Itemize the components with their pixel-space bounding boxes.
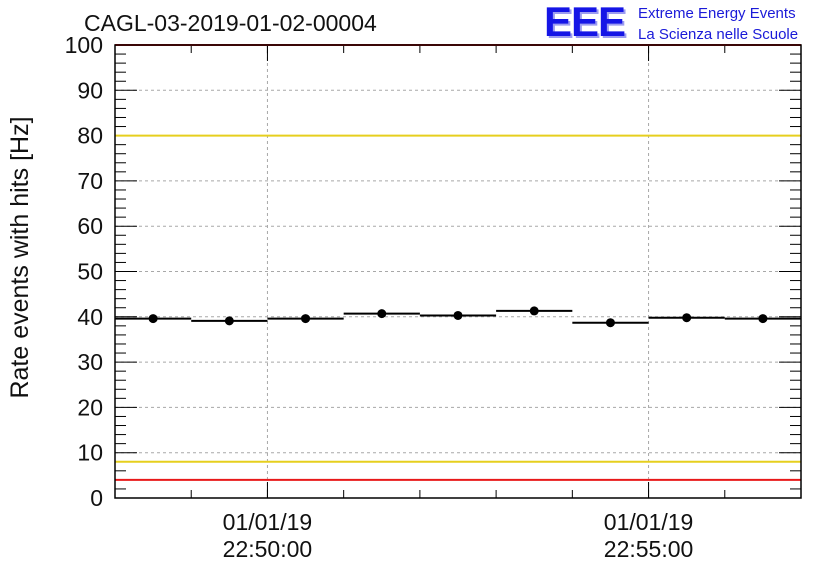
logo-line-1: Extreme Energy Events — [638, 5, 796, 22]
y-tick-label: 50 — [77, 259, 103, 285]
data-point — [377, 309, 387, 319]
y-tick-label: 30 — [77, 349, 103, 375]
y-tick-label: 40 — [77, 304, 103, 330]
eee-logo: EEE Extreme Energy Events La Scienza nel… — [544, 1, 830, 47]
y-tick-label: 90 — [77, 77, 103, 103]
grid-layer — [115, 45, 801, 498]
data-point — [148, 314, 158, 324]
y-tick-label: 80 — [77, 123, 103, 149]
x-tick-label-time: 22:55:00 — [604, 536, 694, 562]
y-tick-label: 10 — [77, 440, 103, 466]
data-point — [605, 318, 615, 328]
y-axis-title: Rate events with hits [Hz] — [6, 116, 34, 398]
y-tick-label: 20 — [77, 394, 103, 420]
logo-line-2: La Scienza nelle Scuole — [638, 26, 799, 43]
data-layer — [115, 306, 801, 328]
data-point — [758, 314, 768, 324]
x-tick-label-date: 01/01/19 — [223, 509, 313, 535]
data-point — [453, 310, 463, 320]
reference-lines — [115, 44, 801, 481]
data-point — [682, 313, 692, 323]
logo-mark: EEE — [544, 0, 626, 45]
data-point — [224, 316, 234, 326]
x-tick-label-time: 22:50:00 — [223, 536, 313, 562]
y-tick-label: 60 — [77, 213, 103, 239]
y-tick-label: 70 — [77, 168, 103, 194]
data-point — [529, 306, 539, 316]
y-tick-label: 100 — [65, 32, 103, 58]
y-tick-label: 0 — [90, 485, 103, 511]
data-point — [301, 314, 311, 324]
plot-frame — [114, 44, 802, 499]
run-title: CAGL-03-2019-01-02-00004 — [84, 10, 377, 36]
x-tick-label-date: 01/01/19 — [604, 509, 694, 535]
tick-labels: 010203040506070809010001/01/1922:50:0001… — [65, 32, 694, 562]
